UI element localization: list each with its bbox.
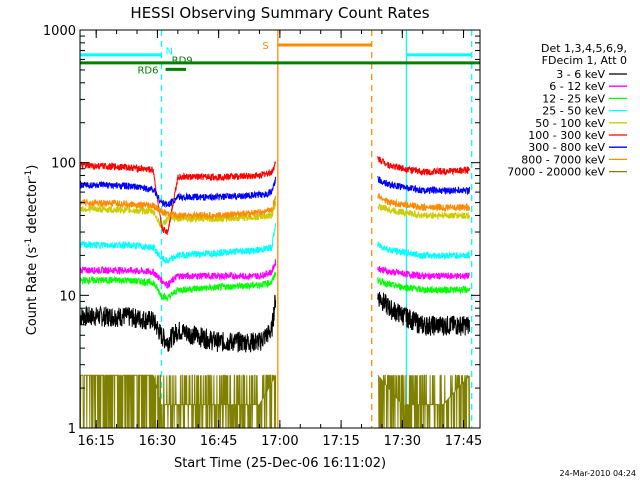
status-label-rd6: RD6 <box>137 65 158 76</box>
trace-segment-2 <box>377 193 470 212</box>
series-25-50-kev <box>80 223 470 264</box>
x-tick-label: 16:30 <box>139 434 176 449</box>
y-tick-label: 1000 <box>43 24 76 39</box>
chart-title: HESSI Observing Summary Count Rates <box>130 4 429 22</box>
plot-area <box>80 30 480 428</box>
status-label-rd9: RD9 <box>172 55 193 66</box>
trace-segment-1 <box>80 259 277 290</box>
trace-segment-1 <box>80 161 277 235</box>
legend-entry-label: 7000 - 20000 keV <box>507 166 605 179</box>
plot-frame <box>79 29 481 429</box>
legend-entry-label: 300 - 800 keV <box>528 141 605 154</box>
x-tick-label: 16:15 <box>77 434 114 449</box>
trace-segment-1 <box>80 271 277 302</box>
series-100-300-kev <box>80 156 470 235</box>
legend-entry-label: 25 - 50 keV <box>542 105 605 118</box>
x-tick-label: 17:45 <box>445 434 482 449</box>
legend-entry-label: 6 - 12 keV <box>549 80 605 93</box>
trace-segment-1 <box>80 294 277 353</box>
x-tick-label: 17:00 <box>261 434 298 449</box>
series-6-12-kev <box>80 259 470 290</box>
x-axis-label: Start Time (25-Dec-06 16:11:02) <box>174 456 386 471</box>
axes: 16:15 16:30 16:45 17:00 17:15 17:30 17:45 1 10 10… <box>43 24 482 449</box>
legend: Det 1,3,4,5,6,9,FDecim 1, Att 03 - 6 keV… <box>507 42 627 179</box>
legend-entry-label: 800 - 7000 keV <box>521 153 605 166</box>
legend-entry-label: 50 - 100 keV <box>535 117 605 130</box>
legend-entry-label: 100 - 300 keV <box>528 129 605 142</box>
series-12-25-kev <box>80 271 470 302</box>
y-tick-label: 1 <box>68 422 76 437</box>
trace-segment-1 <box>80 176 277 208</box>
legend-entry-label: 3 - 6 keV <box>556 68 605 81</box>
y-axis-label: Count Rate (s-1 detector-1) <box>24 165 40 336</box>
timestamp: 24-Mar-2010 04:24 <box>560 469 637 478</box>
x-tick-label: 16:45 <box>200 434 237 449</box>
trace-segment-2 <box>377 175 470 196</box>
status-label-s: S <box>262 41 268 52</box>
trace-segment-1 <box>80 374 277 428</box>
x-tick-label: 17:15 <box>322 434 359 449</box>
trace-segment-2 <box>377 374 470 428</box>
trace-segment-1 <box>80 195 277 221</box>
legend-entry-label: 12 - 25 keV <box>542 92 605 105</box>
series-300-800-kev <box>80 175 470 208</box>
legend-header-line: FDecim 1, Att 0 <box>542 54 627 67</box>
trace-segment-2 <box>377 156 470 177</box>
status-label-n: N <box>166 47 173 58</box>
x-tick-label: 17:30 <box>384 434 421 449</box>
y-tick-label: 100 <box>51 157 76 172</box>
trace-segment-2 <box>377 291 470 336</box>
series-800-7000-kev <box>80 193 470 221</box>
svg-text:Count Rate (s-1 detector-1): Count Rate (s-1 detector-1) <box>24 165 40 336</box>
trace-segment-1 <box>80 223 277 264</box>
trace-segment-2 <box>377 202 470 221</box>
trace-segment-2 <box>377 241 470 261</box>
trace-segment-2 <box>377 266 470 281</box>
y-tick-label: 10 <box>59 289 76 304</box>
legend-header-line: Det 1,3,4,5,6,9, <box>541 42 627 55</box>
series-3-6-kev <box>80 291 470 353</box>
series-7000-20000-kev <box>80 374 470 428</box>
trace-segment-2 <box>377 277 470 296</box>
